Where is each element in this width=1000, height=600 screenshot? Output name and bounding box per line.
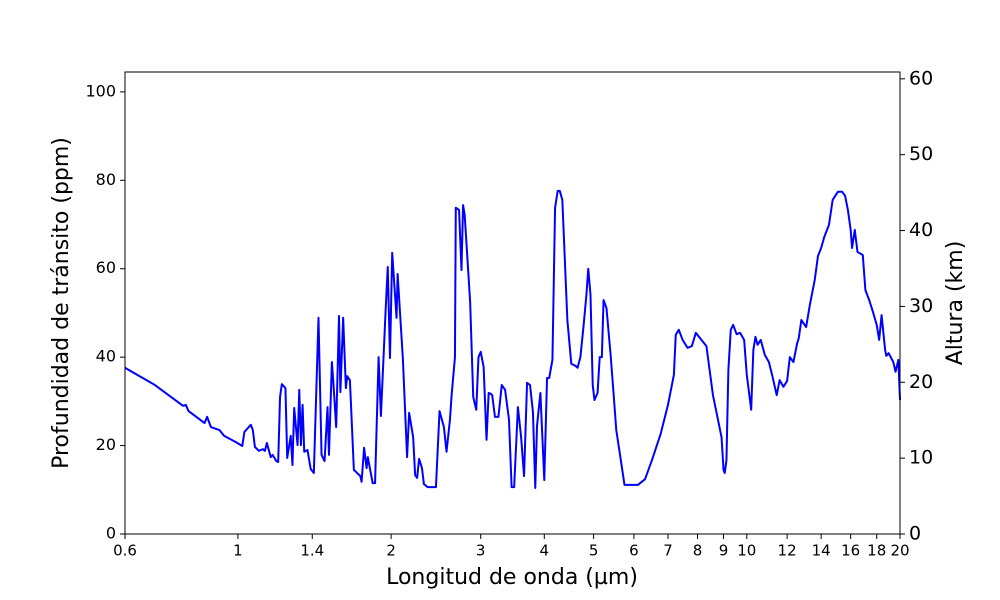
y-tick-label: 80	[96, 170, 116, 189]
y2-tick-label: 60	[909, 67, 933, 89]
x-tick-label: 3	[476, 542, 486, 560]
y-tick-label: 40	[96, 347, 116, 366]
x-tick-label: 5	[589, 542, 599, 560]
x-tick-label: 8	[693, 542, 703, 560]
x-tick-label: 16	[841, 542, 860, 560]
x-tick-label: 12	[778, 542, 797, 560]
y-axis-label: Profundidad de tránsito (ppm)	[49, 137, 74, 469]
y2-tick-label: 40	[909, 219, 933, 241]
x-tick-label: 18	[867, 542, 886, 560]
x-tick-label: 2	[386, 542, 396, 560]
y-tick-label: 60	[96, 258, 116, 277]
x-tick-label: 1	[233, 542, 243, 560]
x-tick-label: 4	[540, 542, 550, 560]
x-tick-label: 0.6	[113, 542, 137, 560]
x-tick-label: 20	[890, 542, 909, 560]
y2-tick-label: 30	[909, 295, 933, 317]
y-tick-label: 0	[106, 524, 116, 543]
x-tick-label: 7	[663, 542, 673, 560]
y2-tick-label: 20	[909, 371, 933, 393]
x-tick-label: 1.4	[300, 542, 324, 560]
data-line	[124, 189, 901, 490]
x-tick-label: 14	[812, 542, 831, 560]
x-tick-label: 10	[737, 542, 756, 560]
plot-frame	[124, 71, 901, 535]
y2-tick-label: 50	[909, 143, 933, 165]
y2-tick-label: 10	[909, 447, 933, 469]
y2-tick-label: 0	[909, 523, 921, 545]
y-tick-label: 100	[85, 81, 116, 100]
x-axis-label: Longitud de onda (µm)	[386, 565, 638, 590]
y2-axis-label: Altura (km)	[943, 241, 968, 366]
x-tick-label: 6	[629, 542, 639, 560]
x-tick-label: 9	[719, 542, 729, 560]
y-tick-label: 20	[96, 435, 116, 454]
